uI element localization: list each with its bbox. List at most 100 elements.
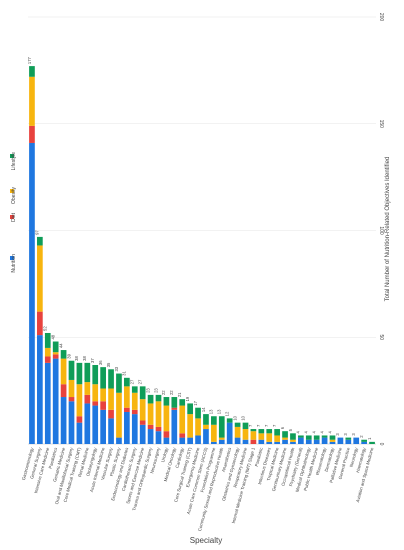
bar-segment-lifestyle	[108, 369, 114, 389]
bar-segment-nutrition	[100, 409, 106, 444]
bar-segment-lifestyle	[290, 433, 296, 440]
bar-segment-nutrition	[361, 441, 367, 444]
bar-segment-diet	[29, 125, 35, 143]
total-label: 4	[311, 430, 316, 433]
bar-segment-lifestyle	[84, 362, 91, 383]
bar-segment-lifestyle	[274, 429, 280, 436]
bar-segment-lifestyle	[76, 362, 83, 385]
bar-segment-nutrition	[353, 437, 360, 444]
bar-segment-diet	[84, 394, 91, 404]
bar-segment-lifestyle	[163, 397, 170, 406]
bar-segment-lifestyle	[187, 403, 193, 415]
bar-segment-diet	[155, 426, 162, 432]
total-label: 23	[153, 388, 158, 393]
legend-label: Obesity	[11, 187, 17, 204]
bar-segment-diet	[100, 401, 106, 410]
bar-segment-lifestyle	[211, 416, 217, 425]
bar-segment-nutrition	[218, 439, 225, 444]
bar-segment-obesity	[60, 358, 67, 385]
bar-segment-obesity	[108, 388, 114, 410]
bar-segment-lifestyle	[171, 397, 178, 408]
total-label: 3	[351, 433, 356, 436]
bar-segment-lifestyle	[52, 341, 59, 353]
total-label: 31	[122, 370, 127, 375]
bar-segment-lifestyle	[68, 360, 75, 380]
total-label: 27	[130, 379, 135, 384]
category-label: Neurosurgery	[149, 446, 161, 474]
bar-segment-diet	[171, 407, 178, 410]
bar-segment-lifestyle	[242, 422, 249, 430]
bar-segment-obesity	[218, 437, 225, 440]
total-label: 48	[50, 334, 55, 339]
bar-segment-obesity	[92, 384, 99, 402]
bar-segment-nutrition	[147, 429, 154, 444]
total-label: 4	[296, 430, 301, 433]
total-label: 39	[66, 353, 71, 358]
legend-swatch	[10, 256, 14, 260]
category-label: Urology	[160, 446, 169, 463]
total-label: 35	[106, 362, 111, 367]
bar-segment-lifestyle	[369, 441, 375, 444]
bar-segment-nutrition	[37, 335, 43, 444]
bar-segment-nutrition	[258, 439, 265, 444]
bar-segment-obesity	[155, 401, 162, 427]
y-tick-label: 0	[378, 443, 384, 446]
bar-segment-diet	[147, 424, 154, 430]
bar-segment-obesity	[187, 414, 193, 438]
bar-segment-nutrition	[108, 418, 114, 444]
total-label: 27	[137, 379, 142, 384]
bar-segment-diet	[92, 401, 99, 406]
bar-segment-diet	[108, 409, 114, 419]
bar-segment-obesity	[242, 429, 249, 440]
bar-segment-lifestyle	[139, 386, 146, 400]
bar-segment-obesity	[258, 433, 265, 440]
bar-segment-nutrition	[92, 405, 99, 444]
bar-segment-lifestyle	[361, 439, 367, 442]
category-label: Cardiology	[174, 446, 184, 468]
total-label: 13	[209, 409, 214, 414]
category-label: Aviation and Space Medicine	[355, 446, 375, 502]
bar-segment-diet	[124, 407, 130, 412]
bar-segment-nutrition	[179, 437, 186, 444]
total-label: 38	[74, 356, 79, 361]
bar-segment-lifestyle	[116, 373, 122, 393]
bar-segment-lifestyle	[298, 435, 304, 438]
bar-segment-lifestyle	[44, 332, 51, 348]
bar-segment-diet	[139, 420, 146, 425]
total-label: 3	[343, 433, 348, 436]
total-label: 23	[145, 388, 150, 393]
bar-segment-lifestyle	[282, 431, 288, 438]
bar-segment-lifestyle	[203, 414, 209, 425]
bar-segment-obesity	[234, 426, 241, 438]
legend: Nutrition Diet Obesity Lifestyle	[10, 152, 17, 273]
bar-segment-obesity	[250, 431, 257, 440]
bar-segment-lifestyle	[195, 407, 201, 419]
bar-segment-obesity	[139, 399, 146, 421]
bar-segment-obesity	[266, 433, 273, 442]
bar-segment-lifestyle	[218, 416, 225, 438]
bar-segment-nutrition	[44, 362, 51, 444]
bar-segment-obesity	[211, 424, 217, 442]
bar-segment-obesity	[124, 386, 130, 408]
legend-swatch	[10, 215, 14, 219]
bar-segment-nutrition	[282, 439, 288, 444]
bar-segment-lifestyle	[234, 422, 241, 427]
bar-segment-nutrition	[76, 422, 83, 444]
bar-segment-nutrition	[226, 422, 233, 444]
category-label: Paediatric	[254, 446, 264, 467]
y-tick-label: 50	[378, 334, 384, 340]
total-label: 7	[264, 424, 269, 427]
total-label: 7	[272, 424, 277, 427]
bar-segment-diet	[131, 409, 138, 415]
bar-segment-lifestyle	[147, 394, 154, 404]
bar-segment-obesity	[290, 439, 296, 442]
bar-segment-nutrition	[163, 437, 170, 444]
bar-segment-diet	[44, 356, 51, 363]
bar-segment-obesity	[44, 347, 51, 357]
bar-segment-nutrition	[131, 414, 138, 444]
bar-segment-nutrition	[60, 397, 67, 444]
bar-segment-obesity	[37, 245, 43, 312]
